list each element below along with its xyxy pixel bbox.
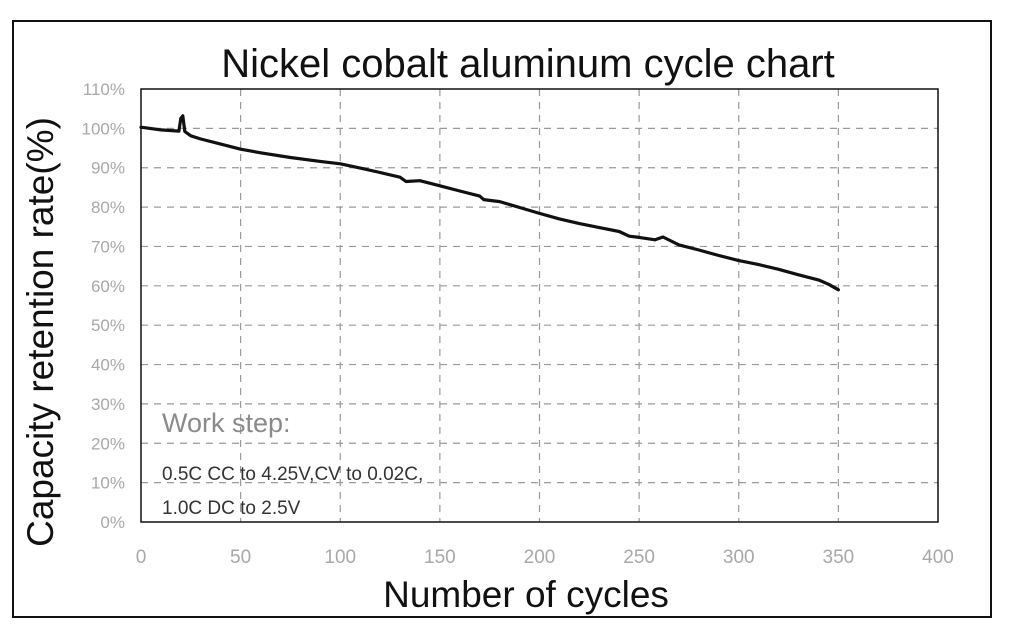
- x-tick-labels: 0 50 100 150 200 250 300 350 400: [136, 547, 954, 568]
- y-axis-title: Capacity retention rate(%): [20, 117, 61, 547]
- x-tick-label: 100: [324, 547, 356, 568]
- x-tick-label: 200: [524, 547, 556, 568]
- annotation-line-2: 1.0C DC to 2.5V: [162, 498, 301, 519]
- y-tick-label: 20%: [91, 434, 125, 453]
- x-axis-title: Number of cycles: [383, 574, 669, 615]
- y-tick-labels: 0% 10% 20% 30% 40% 50% 60% 70% 80% 90% 100% 110%: [82, 80, 125, 532]
- y-tick-label: 40%: [91, 356, 125, 375]
- x-tick-label: 150: [424, 547, 456, 568]
- x-tick-label: 350: [823, 547, 855, 568]
- annotation-heading: Work step:: [162, 408, 291, 438]
- x-tick-label: 250: [623, 547, 655, 568]
- y-tick-label: 80%: [91, 198, 125, 217]
- annotation-line-1: 0.5C CC to 4.25V,CV to 0.02C,: [162, 464, 423, 485]
- chart-title: Nickel cobalt aluminum cycle chart: [221, 42, 835, 86]
- y-tick-label: 0%: [100, 513, 125, 532]
- grid: [141, 89, 938, 522]
- series-line-capacity-retention: [139, 114, 840, 292]
- y-tick-label: 60%: [91, 277, 125, 296]
- y-tick-label: 30%: [91, 395, 125, 414]
- chart-frame: Nickel cobalt aluminum cycle chart 0% 10%…: [12, 20, 992, 618]
- plot-area-border: [140, 88, 939, 523]
- y-tick-label: 50%: [91, 316, 125, 335]
- y-tick-label: 10%: [91, 474, 125, 493]
- chart-svg: Nickel cobalt aluminum cycle chart 0% 10%…: [20, 42, 954, 615]
- y-tick-label: 110%: [83, 80, 125, 99]
- x-tick-label: 0: [136, 547, 147, 568]
- y-tick-label: 100%: [82, 119, 125, 138]
- y-tick-label: 90%: [91, 159, 125, 178]
- x-tick-label: 400: [922, 547, 954, 568]
- y-tick-label: 70%: [91, 237, 125, 256]
- x-tick-label: 300: [723, 547, 755, 568]
- x-tick-label: 50: [230, 547, 251, 568]
